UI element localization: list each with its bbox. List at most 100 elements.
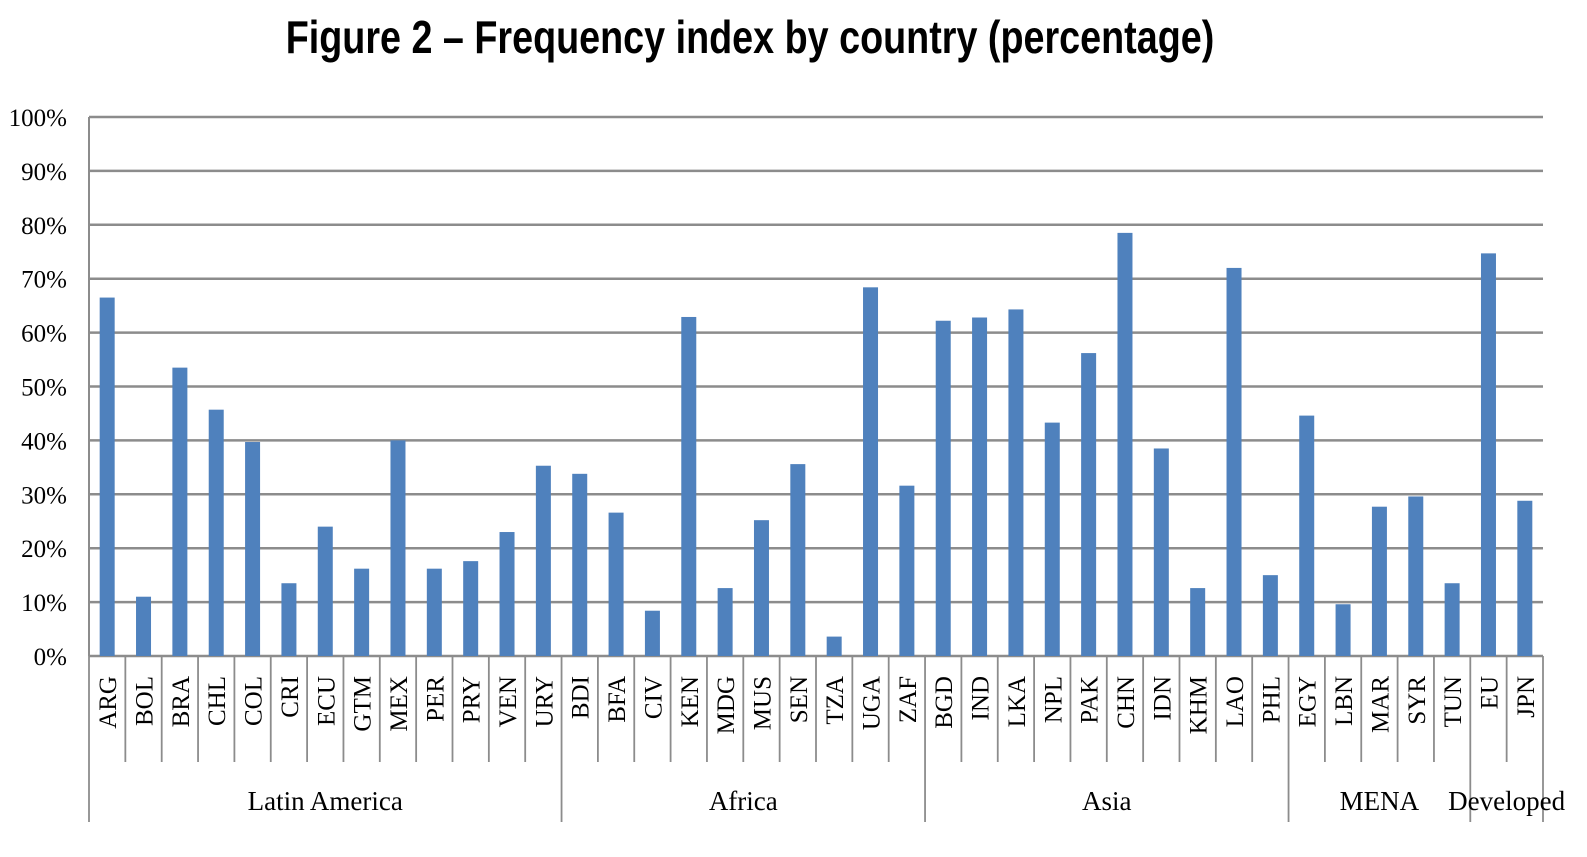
bar-tun <box>1444 583 1460 656</box>
y-tick-label: 80% <box>21 213 67 240</box>
y-tick-label: 20% <box>21 536 67 563</box>
bar-bdi <box>572 473 588 656</box>
category-label: VEN <box>495 676 522 727</box>
category-label: JPN <box>1513 676 1540 718</box>
bar-bgd <box>935 320 951 656</box>
bar-ecu <box>317 526 333 656</box>
bar-npl <box>1044 422 1060 656</box>
bar-per <box>426 568 442 656</box>
category-label: NPL <box>1040 676 1067 723</box>
category-label: CIV <box>640 676 667 719</box>
x-axis-groups: Latin America Africa Asia MENA Developed <box>248 786 1566 816</box>
bar-gtm <box>354 568 370 656</box>
bar-arg <box>99 297 115 656</box>
bar-lbn <box>1335 604 1351 656</box>
bar-chn <box>1117 232 1133 656</box>
category-label: BGD <box>931 676 958 729</box>
category-label: GTM <box>350 676 377 732</box>
bar-ven <box>499 532 515 656</box>
bar-mdg <box>717 588 733 656</box>
category-label: KEN <box>677 676 704 727</box>
bar-chl <box>208 409 224 656</box>
category-label: MDG <box>713 676 740 734</box>
bar-pak <box>1081 353 1097 656</box>
bar-pry <box>463 561 479 656</box>
bar-syr <box>1408 496 1424 656</box>
category-label: LAO <box>1222 676 1249 727</box>
category-label: CHN <box>1113 676 1140 729</box>
bar-lka <box>1008 309 1024 656</box>
y-axis-ticks: 0% 10% 20% 30% 40% 50% 60% 70% 80% 90% 100% <box>9 105 67 671</box>
x-axis-categories: ARG BOL BRA CHL COL CRI ECU GTM MEX PER PRY VEN URY B… <box>95 676 1540 735</box>
bar-tza <box>826 636 842 656</box>
category-label: CRI <box>277 676 304 718</box>
category-label: CHL <box>204 676 231 726</box>
category-label: MUS <box>749 676 776 730</box>
y-tick-label: 60% <box>21 321 67 348</box>
bar-bol <box>136 596 152 656</box>
bar-bra <box>172 367 188 656</box>
y-tick-label: 70% <box>21 267 67 294</box>
category-label: PRY <box>459 676 486 723</box>
category-label: BOL <box>132 676 159 726</box>
category-label: BDI <box>568 676 595 719</box>
bar-lao <box>1226 267 1242 656</box>
category-label: TZA <box>822 676 849 725</box>
category-label: LBN <box>1331 676 1358 726</box>
y-tick-label: 50% <box>21 375 67 402</box>
group-label: Asia <box>1082 786 1132 816</box>
bar-ury <box>535 465 551 656</box>
category-label: ARG <box>95 676 122 729</box>
bar-cri <box>281 583 297 656</box>
category-label: EGY <box>1295 676 1322 727</box>
category-label: EU <box>1476 676 1503 709</box>
bar-idn <box>1153 448 1169 656</box>
bar-mus <box>753 520 769 656</box>
category-label: LKA <box>1004 676 1031 727</box>
category-label: COL <box>241 676 268 726</box>
bar-mex <box>390 440 406 656</box>
bar-sen <box>790 464 806 656</box>
category-label: PER <box>422 676 449 722</box>
group-label: Latin America <box>248 786 403 816</box>
category-label: UGA <box>859 676 886 730</box>
bar-eu <box>1480 253 1496 656</box>
bar-col <box>245 442 261 656</box>
axes <box>88 117 1544 822</box>
category-label: PHL <box>1258 676 1285 723</box>
group-label: Developed <box>1448 786 1565 816</box>
y-tick-label: 100% <box>9 105 67 132</box>
y-tick-label: 90% <box>21 159 67 186</box>
chart-title: Figure 2 – Frequency index by country (p… <box>285 11 1215 63</box>
bar-bfa <box>608 512 624 656</box>
group-label: Africa <box>709 786 778 816</box>
group-label: MENA <box>1340 786 1420 816</box>
category-label: ECU <box>313 676 340 726</box>
category-label: SYR <box>1404 676 1431 725</box>
category-label: IND <box>968 676 995 720</box>
category-label: BFA <box>604 676 631 723</box>
category-label: BRA <box>168 676 195 727</box>
category-label: TUN <box>1440 676 1467 727</box>
category-label: MEX <box>386 676 413 732</box>
bar-ken <box>681 316 697 656</box>
y-tick-label: 0% <box>34 644 67 671</box>
bars <box>99 232 1533 656</box>
bar-mar <box>1371 506 1387 656</box>
bar-uga <box>863 287 879 656</box>
bar-civ <box>644 610 660 656</box>
category-label: ZAF <box>895 676 922 723</box>
gridlines <box>89 115 1543 658</box>
category-label: IDN <box>1149 676 1176 720</box>
bar-jpn <box>1517 500 1533 656</box>
y-tick-label: 10% <box>21 590 67 617</box>
bar-egy <box>1299 415 1315 656</box>
bar-phl <box>1262 575 1278 656</box>
category-label: KHM <box>1186 676 1213 734</box>
bar-zaf <box>899 485 915 656</box>
category-label: MAR <box>1367 676 1394 733</box>
category-label: SEN <box>786 676 813 723</box>
category-label: URY <box>531 676 558 727</box>
y-tick-label: 30% <box>21 482 67 509</box>
